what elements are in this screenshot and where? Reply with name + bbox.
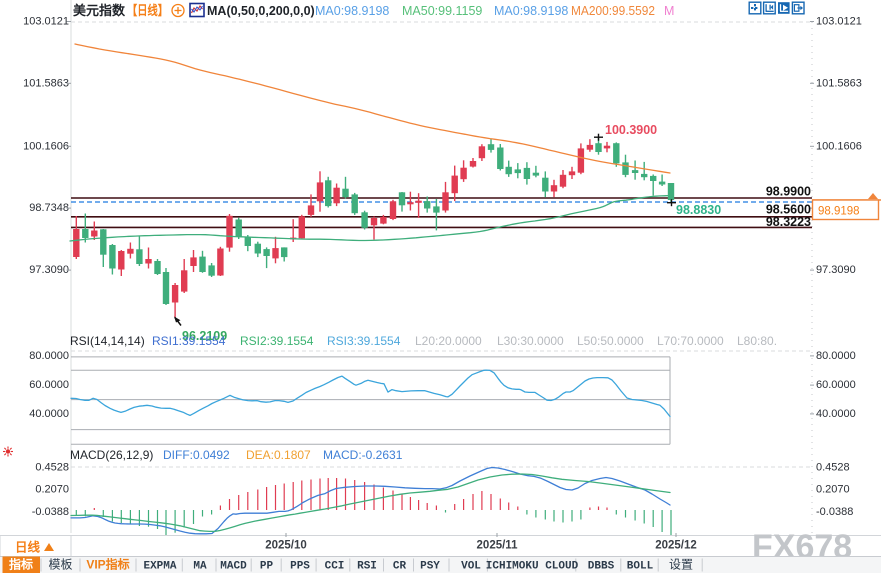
- svg-text:2025/11: 2025/11: [477, 540, 519, 552]
- svg-text:96.2109: 96.2109: [182, 329, 227, 343]
- svg-text:100.1606: 100.1606: [23, 140, 69, 152]
- svg-text:-0.0388: -0.0388: [816, 506, 853, 518]
- svg-text:RSI(14,14,14): RSI(14,14,14): [70, 334, 145, 348]
- svg-text:98.7348: 98.7348: [29, 202, 69, 214]
- svg-text:101.5863: 101.5863: [23, 77, 69, 89]
- svg-text:-0.0388: -0.0388: [32, 506, 69, 518]
- svg-text:BOLL: BOLL: [627, 561, 654, 573]
- svg-text:40.0000: 40.0000: [29, 408, 69, 420]
- svg-text:PPS: PPS: [290, 561, 310, 573]
- svg-text:指标: 指标: [9, 557, 33, 572]
- svg-text:98.9198: 98.9198: [818, 206, 860, 218]
- svg-text:DEA:0.1807: DEA:0.1807: [246, 448, 311, 462]
- svg-text:ICHIMOKU CLOUD: ICHIMOKU CLOUD: [486, 561, 579, 573]
- svg-text:MA0:98.9198: MA0:98.9198: [494, 4, 568, 18]
- svg-text:98.3223: 98.3223: [766, 215, 811, 229]
- svg-text:80.0000: 80.0000: [816, 350, 856, 362]
- svg-text:98.9900: 98.9900: [766, 185, 811, 199]
- svg-text:设置: 设置: [669, 558, 693, 572]
- svg-text:VIP指标: VIP指标: [86, 557, 129, 572]
- svg-text:0.4528: 0.4528: [816, 462, 850, 474]
- svg-text:2025/12: 2025/12: [655, 540, 697, 552]
- svg-text:CR: CR: [393, 561, 407, 573]
- svg-text:0.2070: 0.2070: [35, 483, 69, 495]
- svg-text:103.0121: 103.0121: [816, 16, 862, 28]
- svg-text:97.3090: 97.3090: [29, 264, 69, 276]
- svg-text:L50:50.0000: L50:50.0000: [577, 334, 644, 348]
- svg-text:MA(0,50,0,200,0,0): MA(0,50,0,200,0,0): [207, 4, 315, 18]
- svg-text:80.0000: 80.0000: [29, 350, 69, 362]
- svg-text:模板: 模板: [48, 558, 72, 572]
- svg-text:L30:30.0000: L30:30.0000: [497, 334, 564, 348]
- svg-text:MA0:98.9198: MA0:98.9198: [315, 4, 389, 18]
- svg-text:美元指数: 美元指数: [73, 3, 126, 18]
- svg-text:100.3900: 100.3900: [605, 123, 657, 137]
- svg-text:60.0000: 60.0000: [29, 379, 69, 391]
- svg-text:PP: PP: [260, 561, 274, 573]
- svg-text:MA50:99.1159: MA50:99.1159: [402, 4, 482, 18]
- svg-text:103.0121: 103.0121: [23, 16, 69, 28]
- svg-text:L70:70.0000: L70:70.0000: [657, 334, 724, 348]
- svg-text:DBBS: DBBS: [588, 561, 615, 573]
- svg-text:RSI: RSI: [357, 561, 377, 573]
- svg-text:0.2070: 0.2070: [816, 483, 850, 495]
- svg-text:【日线】: 【日线】: [127, 3, 168, 18]
- svg-text:RSI1:39.1554: RSI1:39.1554: [152, 334, 226, 348]
- svg-text:L20:20.0000: L20:20.0000: [415, 334, 482, 348]
- svg-text:98.5600: 98.5600: [766, 203, 811, 217]
- svg-text:RSI2:39.1554: RSI2:39.1554: [240, 334, 314, 348]
- svg-text:L80:80.: L80:80.: [737, 334, 777, 348]
- svg-text:98.8830: 98.8830: [676, 203, 721, 217]
- svg-text:0.4528: 0.4528: [35, 462, 69, 474]
- svg-text:2025/10: 2025/10: [265, 540, 307, 552]
- svg-text:DIFF:0.0492: DIFF:0.0492: [163, 448, 230, 462]
- svg-text:MA: MA: [193, 561, 207, 573]
- svg-text:97.3090: 97.3090: [816, 264, 856, 276]
- svg-text:日线: 日线: [15, 540, 41, 555]
- svg-text:40.0000: 40.0000: [816, 408, 856, 420]
- svg-text:MA200:99.5592: MA200:99.5592: [571, 4, 655, 18]
- svg-text:PSY: PSY: [420, 561, 440, 573]
- svg-text:RSI3:39.1554: RSI3:39.1554: [327, 334, 401, 348]
- svg-text:EXPMA: EXPMA: [143, 561, 176, 573]
- svg-text:MACD(26,12,9): MACD(26,12,9): [70, 448, 153, 462]
- svg-text:60.0000: 60.0000: [816, 379, 856, 391]
- svg-text:M: M: [664, 4, 674, 18]
- svg-text:101.5863: 101.5863: [816, 77, 862, 89]
- svg-text:100.1606: 100.1606: [816, 140, 862, 152]
- svg-text:MACD:-0.2631: MACD:-0.2631: [323, 448, 403, 462]
- svg-text:VOL: VOL: [461, 561, 481, 573]
- svg-text:CCI: CCI: [325, 561, 345, 573]
- svg-text:MACD: MACD: [220, 561, 247, 573]
